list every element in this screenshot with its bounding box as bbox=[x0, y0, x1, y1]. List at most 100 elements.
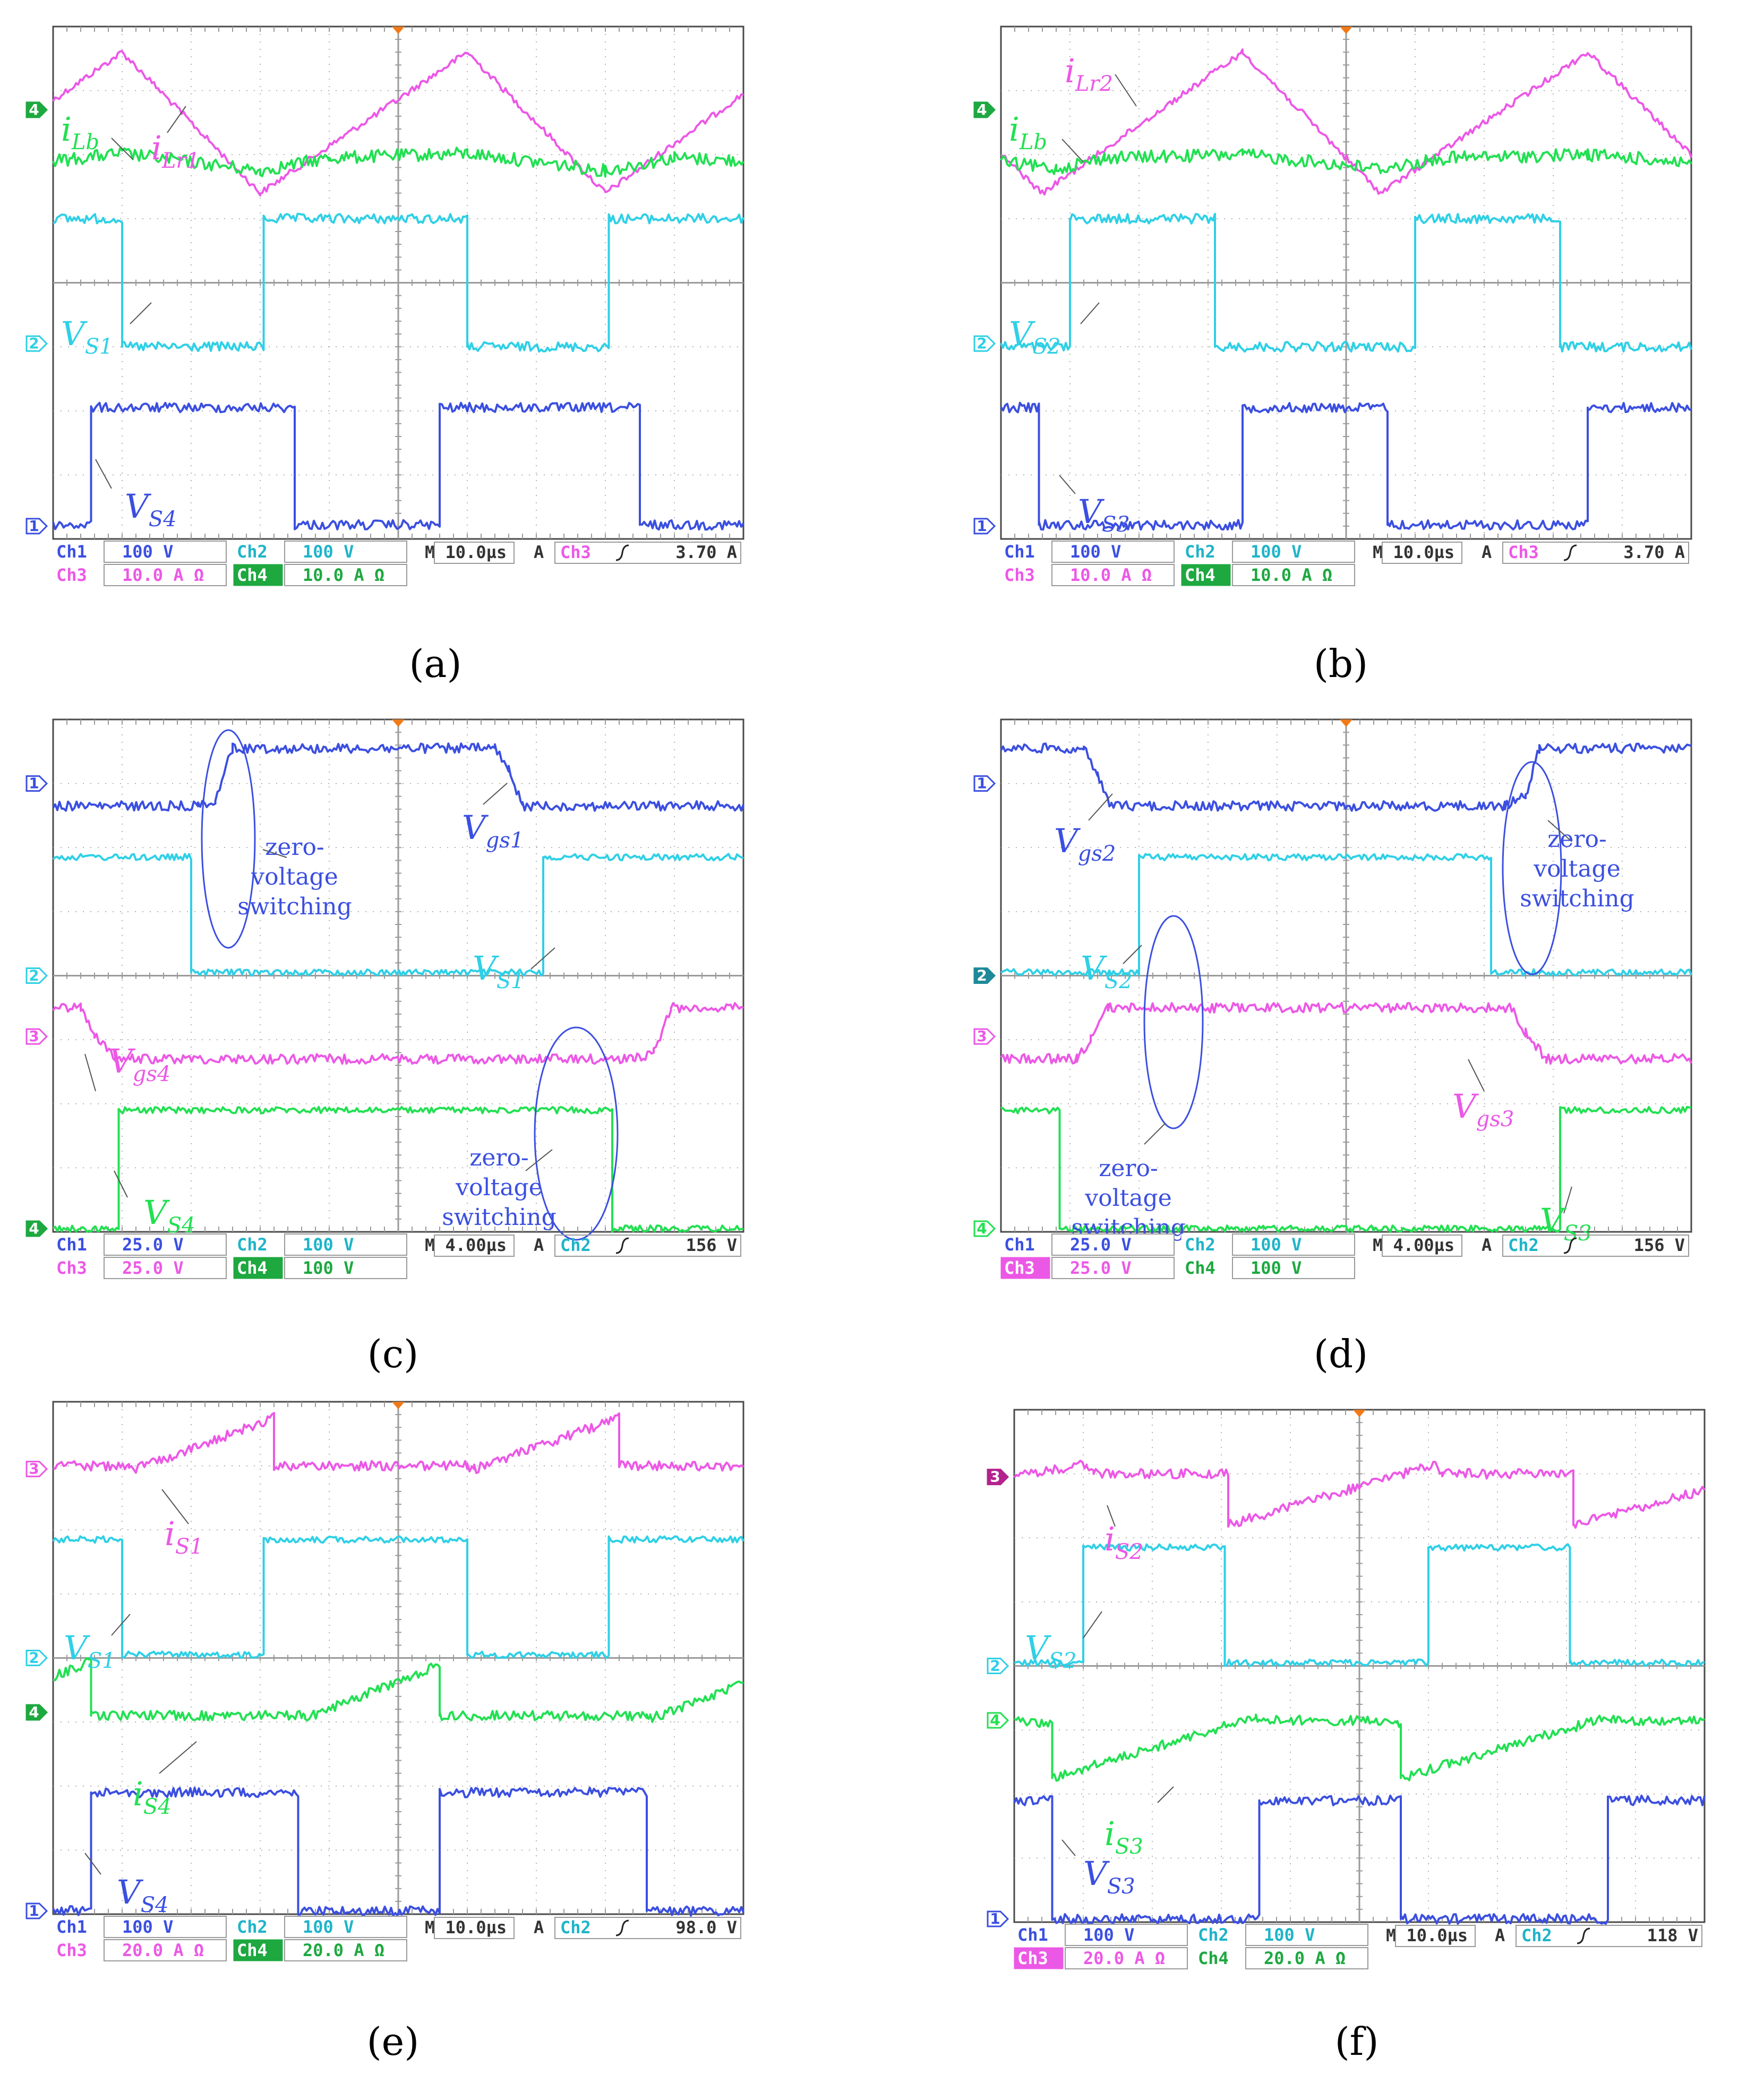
status-channel-name: Ch4 bbox=[1185, 565, 1215, 585]
status-channel-name: Ch3 bbox=[1004, 565, 1035, 585]
channel-marker-arrow bbox=[973, 335, 996, 352]
status-channel-ch3: Ch3 25.0 V bbox=[1000, 1257, 1175, 1279]
label-leader-line bbox=[1563, 1186, 1572, 1214]
channel-marker-number: 2 bbox=[977, 967, 987, 984]
status-trigger-channel: Ch2 bbox=[1521, 1925, 1552, 1945]
zvs-note-line: zero- bbox=[1547, 826, 1607, 853]
channel-marker-number: 1 bbox=[990, 1910, 1000, 1927]
trace-label: iS3 bbox=[1105, 1814, 1143, 1859]
rising-edge-icon bbox=[615, 1919, 629, 1936]
label-leader-line bbox=[159, 1741, 197, 1774]
status-channel-ch4: Ch4 20.0 A Ω bbox=[233, 1939, 407, 1961]
status-value-box bbox=[104, 1257, 227, 1279]
status-bar: Ch1 25.0 V Ch2 100 V Ch3 25.0 V Ch4 100 V M 4.00… bbox=[1000, 1233, 1689, 1279]
status-value-box bbox=[284, 1916, 407, 1938]
status-channel-value: 25.0 V bbox=[122, 1258, 184, 1278]
trace-ch2 bbox=[53, 212, 744, 353]
zvs-ellipse bbox=[534, 1026, 619, 1241]
status-timebase: M 10.0µs bbox=[1386, 1925, 1468, 1945]
trace-label-base: V bbox=[462, 808, 489, 847]
trace-label-subscript: Lr1 bbox=[161, 149, 200, 173]
channel-marker-2: 2 bbox=[25, 967, 48, 984]
trace-ch4 bbox=[52, 1105, 744, 1233]
status-channel-ch2: Ch2 100 V bbox=[1181, 1233, 1355, 1256]
graticule bbox=[1013, 1409, 1706, 1923]
trace-label-subscript: Lb bbox=[1019, 130, 1047, 155]
status-trigger-mode: A bbox=[1482, 542, 1492, 562]
status-channel-tag bbox=[1181, 1233, 1231, 1256]
status-bar: Ch1 100 V Ch2 100 V Ch3 10.0 A Ω Ch4 10.0 A Ω M … bbox=[53, 541, 741, 586]
trace-label-base: V bbox=[61, 314, 88, 353]
trace-label: iLb bbox=[1009, 110, 1047, 155]
trace-label-base: V bbox=[143, 1193, 170, 1232]
status-channel-tag bbox=[1194, 1947, 1244, 1969]
channel-marker-arrow bbox=[25, 1704, 48, 1721]
channel-marker-1: 1 bbox=[25, 1902, 48, 1919]
graticule bbox=[52, 718, 744, 1233]
status-channel-name: Ch4 bbox=[237, 565, 268, 585]
status-channel-tag bbox=[1181, 541, 1231, 563]
trace-label: VS1 bbox=[61, 314, 113, 359]
channel-marker-number: 2 bbox=[977, 335, 987, 352]
status-channel-value: 100 V bbox=[303, 1235, 354, 1255]
trace-ch2 bbox=[1000, 853, 1692, 977]
channel-marker-2: 2 bbox=[987, 1657, 1009, 1675]
status-channel-name: Ch1 bbox=[56, 1917, 87, 1937]
status-trigger-box bbox=[1516, 1925, 1702, 1947]
status-channel-ch3: Ch3 10.0 A Ω bbox=[53, 564, 227, 586]
trace-label: VS1 bbox=[64, 1628, 116, 1673]
status-channel-tag bbox=[53, 1916, 102, 1938]
status-trigger-channel: Ch3 bbox=[560, 542, 591, 562]
trace-label-subscript: S4 bbox=[143, 1795, 172, 1819]
trace-label-base: V bbox=[64, 1628, 91, 1667]
trace-ch4 bbox=[1014, 1713, 1705, 1782]
channel-marker-3: 3 bbox=[25, 1027, 48, 1045]
status-channel-tag bbox=[53, 1939, 102, 1961]
status-value-box bbox=[104, 1939, 227, 1961]
status-channel-value: 25.0 V bbox=[1070, 1258, 1132, 1278]
label-leader-line bbox=[483, 783, 508, 805]
status-channel-tag bbox=[1181, 564, 1231, 586]
status-channel-ch4: Ch4 100 V bbox=[233, 1257, 407, 1279]
channel-marker-number: 4 bbox=[977, 1220, 987, 1237]
status-trigger-mode: A bbox=[534, 1235, 544, 1255]
label-leader-line bbox=[95, 459, 112, 489]
status-channel-ch4: Ch4 20.0 A Ω bbox=[1194, 1947, 1368, 1969]
channel-marker-3: 3 bbox=[25, 1460, 48, 1478]
zvs-note-line: voltage bbox=[1533, 855, 1621, 882]
trace-label: VS3 bbox=[1083, 1854, 1135, 1899]
status-channel-value: 100 V bbox=[1251, 1258, 1302, 1278]
channel-marker-number: 1 bbox=[29, 517, 39, 535]
status-channel-tag bbox=[1194, 1924, 1244, 1946]
rising-edge-icon bbox=[1563, 1237, 1577, 1254]
channel-marker-number: 3 bbox=[977, 1027, 987, 1045]
channel-marker-arrow bbox=[25, 1902, 48, 1919]
status-channel-name: Ch2 bbox=[1185, 1235, 1215, 1255]
status-channel-name: Ch2 bbox=[1198, 1925, 1229, 1945]
channel-marker-arrow bbox=[25, 101, 48, 118]
rising-edge-icon bbox=[615, 544, 629, 561]
status-channel-value: 20.0 A Ω bbox=[303, 1940, 384, 1960]
status-channel-ch2: Ch2 100 V bbox=[233, 1233, 407, 1256]
status-channel-tag bbox=[233, 1939, 283, 1961]
status-channel-tag bbox=[1000, 541, 1050, 563]
status-channel-tag bbox=[233, 1916, 283, 1938]
status-value-box bbox=[104, 1233, 227, 1256]
status-trigger-level: 98.0 V bbox=[675, 1917, 737, 1938]
graticule bbox=[52, 1401, 744, 1915]
note-leader-line bbox=[262, 849, 287, 858]
channel-marker-4: 4 bbox=[25, 101, 48, 118]
channel-marker-arrow bbox=[973, 1028, 996, 1045]
status-timebase-box bbox=[1382, 542, 1462, 564]
status-channel-ch3: Ch3 20.0 A Ω bbox=[1014, 1947, 1188, 1969]
status-channel-value: 100 V bbox=[303, 542, 354, 562]
label-leader-line bbox=[530, 947, 555, 970]
status-value-box bbox=[1232, 1257, 1355, 1279]
label-leader-line bbox=[1107, 1505, 1116, 1527]
trace-ch1 bbox=[52, 1786, 744, 1917]
label-leader-line bbox=[161, 1489, 189, 1524]
status-channel-tag bbox=[1000, 564, 1050, 586]
trace-label: Vgs3 bbox=[1452, 1087, 1514, 1132]
trace-label: VS2 bbox=[1009, 314, 1061, 359]
channel-marker-arrow bbox=[987, 1712, 1009, 1729]
